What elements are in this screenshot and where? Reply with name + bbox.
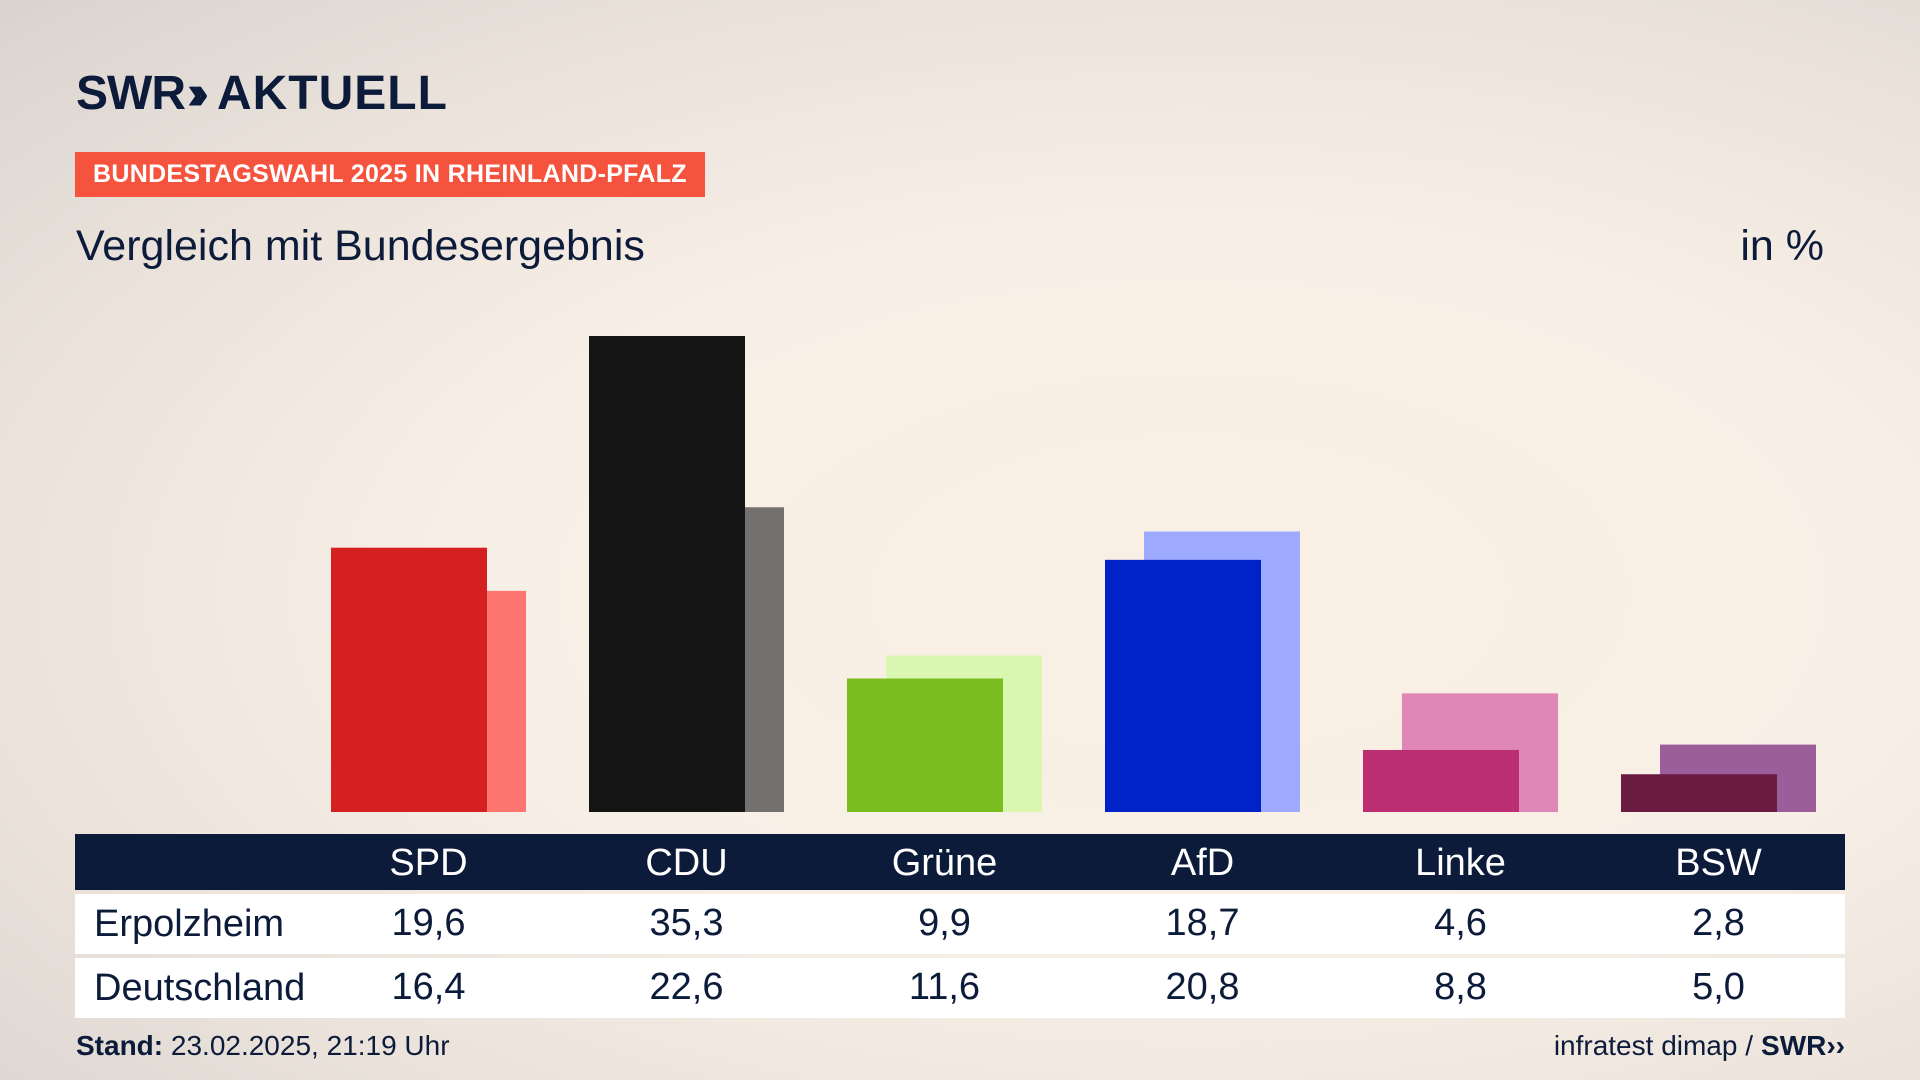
stand-label: Stand: bbox=[76, 1030, 164, 1061]
source-text: infratest dimap / bbox=[1553, 1030, 1754, 1061]
bar-erpolzheim-cdu bbox=[589, 336, 745, 812]
column-header-linke: Linke bbox=[1415, 842, 1506, 884]
chart-subtitle: Vergleich mit Bundesergebnis bbox=[76, 222, 645, 270]
aktuell-logo-text: AKTUELL bbox=[216, 67, 448, 120]
value-cell-bsw: 2,8 bbox=[1692, 902, 1745, 944]
election-badge: BUNDESTAGSWAHL 2025 IN RHEINLAND-PFALZ bbox=[75, 152, 705, 197]
value-cell-grüne: 9,9 bbox=[918, 902, 971, 944]
value-cell-spd: 19,6 bbox=[391, 902, 466, 944]
stand-value: 23.02.2025, 21:19 Uhr bbox=[170, 1030, 450, 1061]
swr-small-logo: SWR›› bbox=[1761, 1030, 1845, 1061]
value-cell-linke: 8,8 bbox=[1434, 966, 1487, 1008]
unit-label: in % bbox=[1740, 222, 1824, 270]
value-cell-spd: 16,4 bbox=[391, 966, 466, 1008]
table-row-deutschland: Deutschland 16,4 22,6 11,6 20,8 8,8 5,0 bbox=[75, 958, 1845, 1018]
value-cell-cdu: 35,3 bbox=[649, 902, 724, 944]
table-row-erpolzheim: Erpolzheim 19,6 35,3 9,9 18,7 4,6 2,8 bbox=[75, 894, 1845, 954]
value-cell-cdu: 22,6 bbox=[649, 966, 724, 1008]
bar-erpolzheim-bsw bbox=[1621, 774, 1777, 812]
source-credit: infratest dimap / SWR›› bbox=[1554, 1030, 1845, 1062]
column-header-bsw: BSW bbox=[1675, 842, 1762, 884]
bar-erpolzheim-grüne bbox=[847, 678, 1003, 812]
bar-erpolzheim-linke bbox=[1363, 749, 1519, 812]
table-header-row: SPD CDU Grüne AfD Linke BSW bbox=[75, 834, 1845, 890]
column-header-cdu: CDU bbox=[645, 842, 728, 884]
bar-erpolzheim-afd bbox=[1105, 559, 1261, 812]
row-label: Deutschland bbox=[94, 967, 306, 1009]
value-cell-linke: 4,6 bbox=[1434, 902, 1487, 944]
results-table: SPD CDU Grüne AfD Linke BSW Erpolzheim 19,6 35… bbox=[75, 834, 1845, 1018]
column-header-spd: SPD bbox=[389, 842, 468, 884]
value-cell-afd: 20,8 bbox=[1165, 966, 1240, 1008]
value-cell-grüne: 11,6 bbox=[908, 966, 981, 1008]
column-header-grüne: Grüne bbox=[891, 842, 998, 884]
value-cell-afd: 18,7 bbox=[1165, 902, 1240, 944]
column-header-afd: AfD bbox=[1170, 842, 1235, 884]
bar-erpolzheim-spd bbox=[331, 547, 487, 812]
swr-aktuell-logo: SWR ›› AKTUELL bbox=[76, 66, 448, 121]
row-label: Erpolzheim bbox=[94, 903, 285, 945]
timestamp: Stand: 23.02.2025, 21:19 Uhr bbox=[76, 1030, 450, 1062]
value-cell-bsw: 5,0 bbox=[1692, 966, 1745, 1008]
